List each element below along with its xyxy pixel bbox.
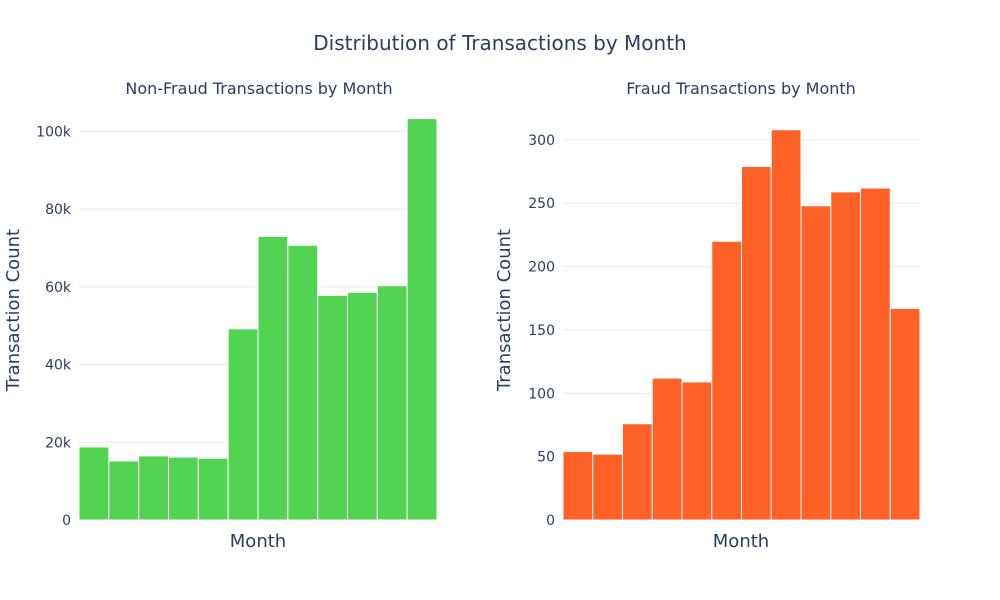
y-tick-label-fraud: 200 <box>528 260 555 276</box>
y-tick-label-fraud: 150 <box>528 323 555 339</box>
bar-non-fraud[interactable] <box>317 294 348 521</box>
bar-non-fraud[interactable] <box>168 456 199 521</box>
bars-non-fraud <box>78 118 438 521</box>
subplot-non-fraud: Non-Fraud Transactions by Month 0 20k 40k 6… <box>3 79 438 552</box>
x-axis-label-non-fraud: Month <box>230 531 286 552</box>
bar-fraud[interactable] <box>592 453 623 521</box>
subplot-title-non-fraud: Non-Fraud Transactions by Month <box>125 79 392 98</box>
y-tick-label-fraud: 250 <box>528 196 555 212</box>
bar-non-fraud[interactable] <box>78 446 110 521</box>
y-tick-label-non-fraud: 80k <box>45 202 72 218</box>
y-tick-label-non-fraud: 100k <box>36 124 72 140</box>
subplot-title-fraud: Fraud Transactions by Month <box>626 79 856 98</box>
y-axis-label-fraud: Transaction Count <box>494 229 515 392</box>
bar-non-fraud[interactable] <box>376 285 408 521</box>
bar-non-fraud[interactable] <box>257 235 289 521</box>
bar-fraud[interactable] <box>562 451 594 521</box>
figure-title: Distribution of Transactions by Month <box>313 31 686 55</box>
bar-fraud[interactable] <box>651 377 683 521</box>
y-tick-label-non-fraud: 20k <box>45 435 72 451</box>
y-tick-label-fraud: 0 <box>546 513 555 529</box>
bar-fraud[interactable] <box>681 381 713 521</box>
y-tick-label-fraud: 50 <box>537 450 555 466</box>
bar-fraud[interactable] <box>860 187 891 521</box>
y-tick-label-non-fraud: 40k <box>45 358 72 374</box>
bar-non-fraud[interactable] <box>197 457 229 521</box>
bar-fraud[interactable] <box>622 423 653 521</box>
bar-fraud[interactable] <box>830 191 861 521</box>
bar-non-fraud[interactable] <box>138 455 170 521</box>
y-tick-label-fraud: 300 <box>528 133 555 149</box>
bar-non-fraud[interactable] <box>227 328 259 521</box>
bar-non-fraud[interactable] <box>347 291 378 521</box>
bars-fraud <box>562 129 921 521</box>
y-tick-label-fraud: 100 <box>528 386 555 402</box>
y-ticks-non-fraud: 0 20k 40k 60k 80k 100k <box>36 124 72 529</box>
bar-fraud[interactable] <box>889 307 921 521</box>
bar-fraud[interactable] <box>741 165 772 521</box>
x-axis-label-fraud: Month <box>713 531 769 552</box>
subplot-fraud: Fraud Transactions by Month 0 50 100 150 200… <box>494 79 921 552</box>
y-axis-label-non-fraud: Transaction Count <box>3 229 24 392</box>
bar-non-fraud[interactable] <box>287 244 319 521</box>
bar-fraud[interactable] <box>770 129 802 521</box>
y-tick-label-non-fraud: 60k <box>45 280 72 296</box>
bar-non-fraud[interactable] <box>406 118 438 521</box>
y-ticks-fraud: 0 50 100 150 200 250 300 <box>528 133 555 529</box>
bar-non-fraud[interactable] <box>108 460 140 521</box>
bar-fraud[interactable] <box>800 205 832 521</box>
bar-fraud[interactable] <box>711 240 742 521</box>
y-tick-label-non-fraud: 0 <box>62 513 71 529</box>
